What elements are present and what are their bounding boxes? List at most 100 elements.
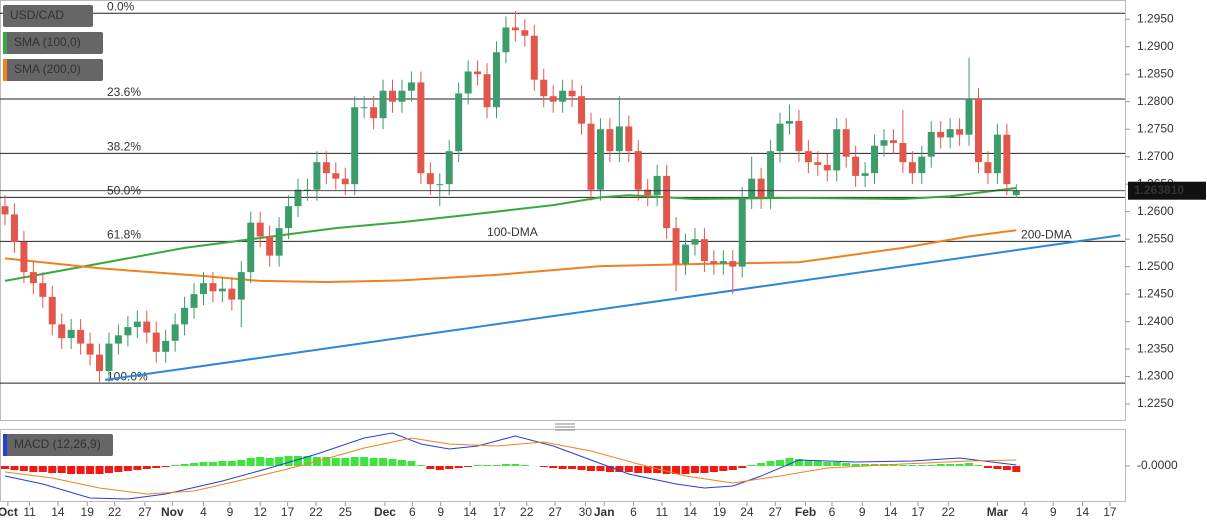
y-tick-label: 1.2900 xyxy=(1137,39,1174,53)
candle-body xyxy=(67,329,75,339)
legend-swatch xyxy=(3,59,7,81)
histogram-bar xyxy=(1,466,10,469)
histogram-bar xyxy=(19,466,28,471)
x-tick-label: 6 xyxy=(409,505,416,519)
histogram-bar xyxy=(57,466,66,473)
histogram-bar xyxy=(331,458,340,466)
x-tick-label: 17 xyxy=(493,505,507,519)
candle-body xyxy=(351,107,359,185)
histogram-bar xyxy=(955,464,964,466)
histogram-bar xyxy=(946,464,955,466)
legend-swatch xyxy=(3,32,7,54)
x-tick-label: 9 xyxy=(859,505,866,519)
histogram-bar xyxy=(719,466,728,471)
candle-body xyxy=(644,189,652,196)
legend-label: SMA (200,0) xyxy=(14,62,81,76)
candle-body xyxy=(625,126,633,152)
histogram-bar xyxy=(501,464,510,466)
histogram-bar xyxy=(615,466,624,472)
candle-body xyxy=(294,189,302,207)
y-tick-label: 1.2350 xyxy=(1137,341,1174,355)
histogram-bar xyxy=(539,466,548,467)
candle-body xyxy=(871,145,879,174)
histogram-bar xyxy=(861,464,870,466)
y-tick-label: 1.2800 xyxy=(1137,94,1174,108)
x-tick-label: 22 xyxy=(309,505,323,519)
candle-body xyxy=(455,93,463,152)
histogram-bar xyxy=(152,466,161,468)
histogram-bar xyxy=(208,462,217,466)
candle-body xyxy=(672,228,680,264)
candle-body xyxy=(360,107,368,109)
histogram-bar xyxy=(322,457,331,466)
candle-body xyxy=(956,129,964,135)
histogram-bar xyxy=(983,466,992,468)
histogram-bar xyxy=(936,464,945,466)
candle-body xyxy=(587,123,595,190)
candle-body xyxy=(530,35,538,80)
x-tick-label: 4 xyxy=(1021,505,1028,519)
x-tick-label: Jan xyxy=(594,505,615,519)
histogram-bar xyxy=(1002,466,1011,470)
legend-swatch xyxy=(3,434,7,456)
candle-body xyxy=(861,173,869,176)
last-price-box xyxy=(1128,181,1206,200)
legend-label: SMA (100,0) xyxy=(14,35,81,49)
histogram-bar xyxy=(681,466,690,474)
x-tick-label: 17 xyxy=(281,505,295,519)
candle-body xyxy=(975,98,983,163)
histogram-bar xyxy=(407,461,416,466)
histogram-bar xyxy=(76,466,85,474)
candle-body xyxy=(143,321,151,333)
candle-body xyxy=(795,120,803,152)
legend-box xyxy=(3,5,93,27)
x-tick-label: 22 xyxy=(108,505,122,519)
candle-body xyxy=(492,52,500,108)
x-tick-label: 22 xyxy=(520,505,534,519)
histogram-bar xyxy=(227,461,236,466)
histogram-bar xyxy=(690,466,699,473)
histogram-bar xyxy=(605,466,614,472)
histogram-bar xyxy=(974,465,983,466)
x-tick-label: 14 xyxy=(884,505,898,519)
histogram-bar xyxy=(397,460,406,466)
x-tick-label: 9 xyxy=(227,505,234,519)
y-tick-label: 1.2300 xyxy=(1137,369,1174,383)
candle-body xyxy=(691,239,699,245)
main-panel xyxy=(0,0,1126,421)
histogram-bar xyxy=(927,465,936,466)
histogram-bar xyxy=(757,463,766,466)
histogram-bar xyxy=(256,457,265,466)
candle-body xyxy=(20,241,28,273)
moving-average xyxy=(4,187,1017,282)
histogram-bar xyxy=(360,457,369,466)
candle-body xyxy=(256,222,264,237)
histogram-bar xyxy=(388,459,397,466)
candle-body xyxy=(965,98,973,135)
candle-body xyxy=(833,129,841,171)
histogram-bar xyxy=(842,463,851,466)
trendline xyxy=(105,234,1121,381)
candle-body xyxy=(209,283,217,292)
histogram-bar xyxy=(237,460,246,466)
candle-body xyxy=(568,90,576,97)
candle-body xyxy=(823,164,831,171)
candle-body xyxy=(464,71,472,94)
histogram-bar xyxy=(199,462,208,466)
fib-label: 38.2% xyxy=(107,140,141,154)
candle-body xyxy=(48,296,56,325)
candle-body xyxy=(266,236,274,256)
histogram-bar xyxy=(114,466,123,472)
candle-body xyxy=(445,151,453,185)
candle-body xyxy=(899,142,907,163)
histogram-bar xyxy=(520,465,529,466)
candle-body xyxy=(77,329,85,344)
candle-body xyxy=(124,327,132,336)
fib-label: 23.6% xyxy=(107,85,141,99)
candle-body xyxy=(114,335,122,344)
candle-body xyxy=(918,156,926,174)
ma-label: 200-DMA xyxy=(1021,228,1072,242)
x-tick-label: 14 xyxy=(1076,505,1090,519)
signal-line xyxy=(4,437,1017,495)
